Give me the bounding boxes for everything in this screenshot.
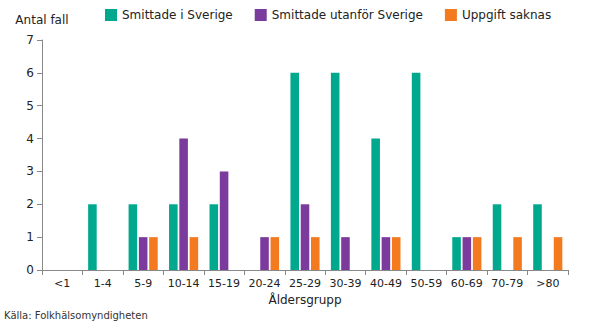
svg-text:2: 2 [26,197,34,211]
svg-text:Uppgift saknas: Uppgift saknas [462,8,551,22]
svg-text:5-9: 5-9 [134,277,152,290]
svg-text:Smittade utanför Sverige: Smittade utanför Sverige [272,8,423,22]
svg-text:>80: >80 [536,277,559,290]
svg-text:10-14: 10-14 [168,277,200,290]
svg-text:Smittade i Sverige: Smittade i Sverige [122,8,233,22]
svg-text:1-4: 1-4 [94,277,112,290]
svg-text:Åldersgrupp: Åldersgrupp [268,292,341,307]
svg-text:Antal fall: Antal fall [15,13,68,27]
svg-text:40-49: 40-49 [370,277,402,290]
svg-text:0: 0 [26,263,34,277]
svg-text:7: 7 [26,33,34,47]
svg-text:Källa: Folkhälsomyndigheten: Källa: Folkhälsomyndigheten [4,310,148,321]
svg-text:4: 4 [26,132,34,146]
svg-text:15-19: 15-19 [208,277,240,290]
svg-text:25-29: 25-29 [289,277,321,290]
svg-text:70-79: 70-79 [491,277,523,290]
svg-text:5: 5 [26,99,34,113]
svg-text:60-69: 60-69 [451,277,483,290]
svg-text:6: 6 [26,66,34,80]
svg-text:1: 1 [26,230,34,244]
svg-text:<1: <1 [54,277,70,290]
svg-text:30-39: 30-39 [329,277,361,290]
svg-text:20-24: 20-24 [249,277,281,290]
svg-text:3: 3 [26,164,34,178]
svg-text:50-59: 50-59 [410,277,442,290]
